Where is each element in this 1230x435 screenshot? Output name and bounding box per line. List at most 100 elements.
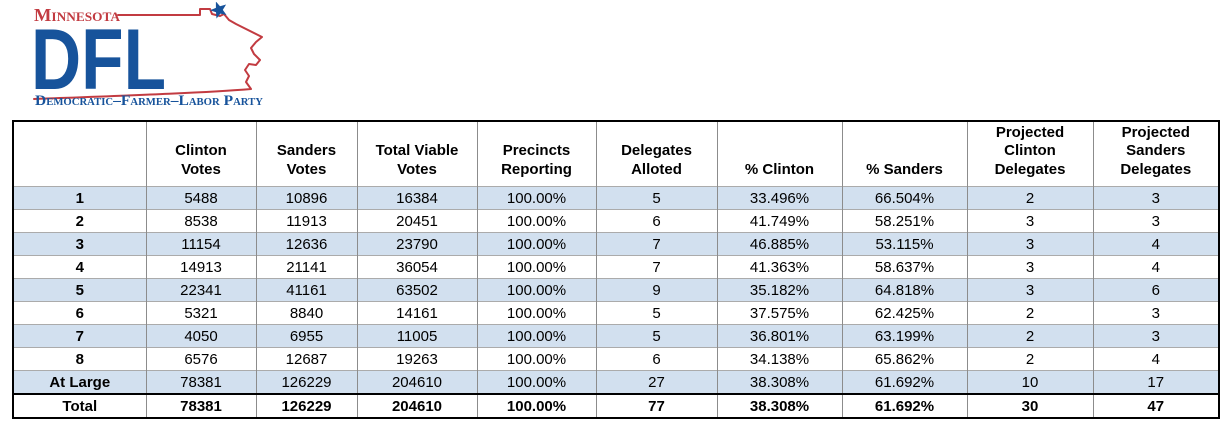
data-cell: 47 [1092,393,1219,418]
dfl-logo-graphic: Minnesota DFL Democratic–Farmer–Labor Pa… [31,1,264,109]
data-cell: 10896 [255,186,357,210]
data-cell: 5 [595,324,717,348]
data-cell: 10 [966,370,1093,394]
data-cell: 100.00% [476,209,596,233]
table-row: 4 14913 21141 36054 100.00% 7 41.363% 58.637% 3 4 [12,255,1219,279]
table-row: At Large 78381 126229 204610 100.00% 27 38.308… [12,370,1219,394]
data-cell: 100.00% [476,186,596,210]
data-cell: 100.00% [476,278,596,302]
data-cell: 4 [1092,232,1219,256]
data-cell: 3 [1092,186,1219,210]
results-table-body: 1 5488 10896 16384 100.00% 5 33.496% 66.504% 2 3 2… [12,186,1219,418]
corner-header [12,121,146,187]
data-cell: 38.308% [716,393,842,418]
data-cell: 41161 [255,278,357,302]
data-cell: 22341 [145,278,256,302]
data-cell: 12636 [255,232,357,256]
data-cell: 58.251% [841,209,967,233]
data-cell: 4 [1092,255,1219,279]
data-cell: 100.00% [476,301,596,325]
total-row: Total 78381 126229 204610 100.00% 77 38.308% 61… [12,393,1219,418]
column-header: Projected Sanders Delegates [1092,121,1219,187]
data-cell: 100.00% [476,232,596,256]
column-header: % Clinton [716,121,842,187]
data-cell: 8538 [145,209,256,233]
data-cell: 3 [966,232,1093,256]
data-cell: 4 [1092,347,1219,371]
data-cell: 33.496% [716,186,842,210]
row-label: 6 [12,301,146,325]
data-cell: 3 [966,255,1093,279]
table-row: 5 22341 41161 63502 100.00% 9 35.182% 64.818% 3 6 [12,278,1219,302]
row-label: 2 [12,209,146,233]
row-label: 7 [12,324,146,348]
column-header: Total Viable Votes [356,121,477,187]
data-cell: 14161 [356,301,477,325]
data-cell: 11154 [145,232,256,256]
data-cell: 21141 [255,255,357,279]
column-header: Delegates Alloted [595,121,717,187]
data-cell: 3 [966,209,1093,233]
column-header: % Sanders [841,121,967,187]
data-cell: 35.182% [716,278,842,302]
data-cell: 6955 [255,324,357,348]
data-cell: 100.00% [476,255,596,279]
row-label: 4 [12,255,146,279]
data-cell: 100.00% [476,393,596,418]
row-label: 3 [12,232,146,256]
data-cell: 5488 [145,186,256,210]
logo-party-name: Democratic–Farmer–Labor Party [35,93,264,109]
data-cell: 19263 [356,347,477,371]
data-cell: 63.199% [841,324,967,348]
column-header: Precincts Reporting [476,121,596,187]
data-cell: 62.425% [841,301,967,325]
table-row: 7 4050 6955 11005 100.00% 5 36.801% 63.199% 2 3 [12,324,1219,348]
data-cell: 66.504% [841,186,967,210]
data-cell: 126229 [255,370,357,394]
data-cell: 27 [595,370,717,394]
dfl-logo: Minnesota DFL Democratic–Farmer–Labor Pa… [14,1,266,112]
data-cell: 36.801% [716,324,842,348]
table-row: 2 8538 11913 20451 100.00% 6 41.749% 58.251% 3 3 [12,209,1219,233]
logo-acronym: DFL [31,12,166,108]
data-cell: 2 [966,186,1093,210]
data-cell: 41.749% [716,209,842,233]
data-cell: 78381 [145,393,256,418]
column-header: Clinton Votes [145,121,256,187]
data-cell: 126229 [255,393,357,418]
data-cell: 64.818% [841,278,967,302]
data-cell: 30 [966,393,1093,418]
data-cell: 6 [1092,278,1219,302]
header-row: Clinton Votes Sanders Votes Total Viable V… [12,121,1219,187]
logo-region-label: Minnesota [34,5,121,25]
data-cell: 2 [966,324,1093,348]
data-cell: 23790 [356,232,477,256]
data-cell: 63502 [356,278,477,302]
table-row: 8 6576 12687 19263 100.00% 6 34.138% 65.862% 2 4 [12,347,1219,371]
data-cell: 8840 [255,301,357,325]
data-cell: 36054 [356,255,477,279]
data-cell: 4050 [145,324,256,348]
data-cell: 3 [1092,324,1219,348]
data-cell: 14913 [145,255,256,279]
data-cell: 5321 [145,301,256,325]
data-cell: 100.00% [476,370,596,394]
data-cell: 46.885% [716,232,842,256]
data-cell: 16384 [356,186,477,210]
data-cell: 5 [595,301,717,325]
data-cell: 6 [595,347,717,371]
data-cell: 100.00% [476,324,596,348]
star-icon [210,1,227,19]
data-cell: 77 [595,393,717,418]
table-row: 3 11154 12636 23790 100.00% 7 46.885% 53.115% 3 4 [12,232,1219,256]
data-cell: 78381 [145,370,256,394]
data-cell: 6 [595,209,717,233]
data-cell: 37.575% [716,301,842,325]
data-cell: 11913 [255,209,357,233]
column-header: Sanders Votes [255,121,357,187]
table-row: 6 5321 8840 14161 100.00% 5 37.575% 62.425% 2 3 [12,301,1219,325]
data-cell: 11005 [356,324,477,348]
data-cell: 61.692% [841,370,967,394]
data-cell: 7 [595,255,717,279]
data-cell: 53.115% [841,232,967,256]
